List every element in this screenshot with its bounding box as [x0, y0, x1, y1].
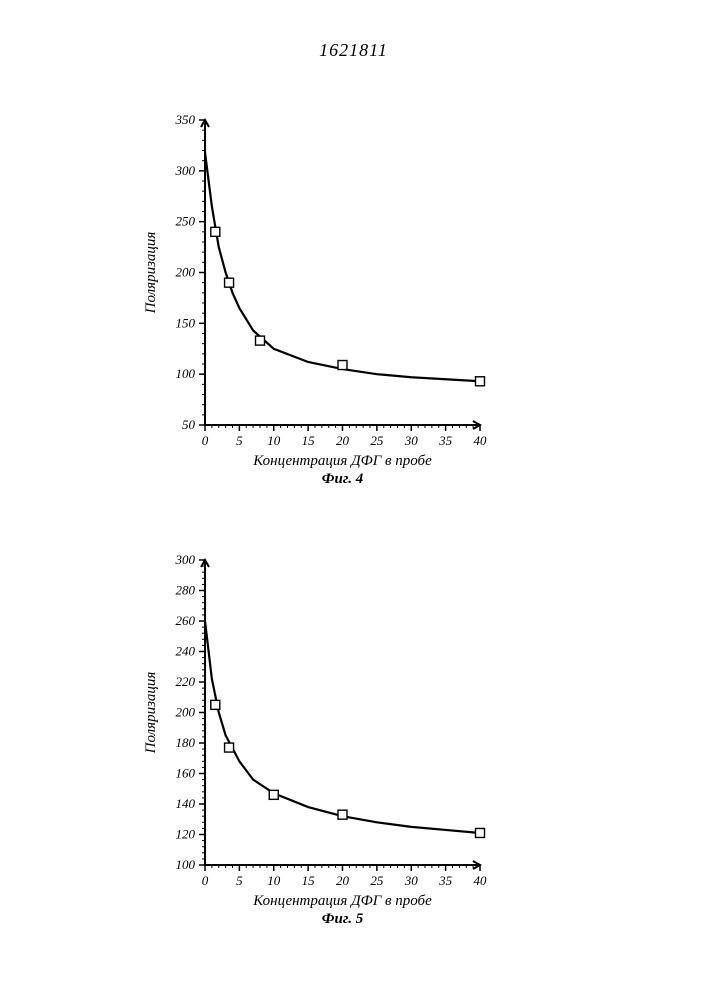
data-point: [476, 377, 485, 386]
page: 1621811 50100150200250300350051015202530…: [0, 0, 707, 1000]
x-tick-label: 0: [202, 873, 209, 888]
y-tick-label: 250: [176, 214, 196, 229]
data-point: [211, 227, 220, 236]
figure-4: 50 100 150 200 250 300 350 0 5 10 15 20 25 30 35 40 Поля…: [135, 105, 495, 495]
y-tick-label: 280: [176, 583, 196, 598]
x-tick-label: 0: [202, 433, 209, 448]
x-tick-label: 15: [302, 873, 316, 888]
y-tick-label: 300: [175, 552, 196, 567]
y-tick-label: 160: [176, 766, 196, 781]
x-tick-label: 35: [438, 873, 453, 888]
x-axis-label: Концентрация ДФГ в пробе: [252, 893, 432, 909]
data-point: [225, 278, 234, 287]
figure-caption: Фиг. 4: [322, 471, 364, 487]
fitted-curve: [205, 621, 480, 833]
fitted-curve: [205, 153, 480, 382]
y-tick-label: 50: [182, 417, 196, 432]
data-point: [338, 361, 347, 370]
x-tick-label: 35: [438, 433, 453, 448]
x-tick-label: 5: [236, 433, 243, 448]
y-tick-label: 120: [176, 827, 196, 842]
x-tick-label: 10: [267, 433, 281, 448]
chart2-svg: 100 120 140 160 180 200 220 240 260 280 300 0 5 10 15 2…: [135, 545, 495, 935]
data-point: [269, 790, 278, 799]
y-tick-label: 200: [176, 265, 196, 280]
x-tick-label: 5: [236, 873, 243, 888]
chart1-svg: 50 100 150 200 250 300 350 0 5 10 15 20 25 30 35 40 Поля…: [135, 105, 495, 495]
y-tick-label: 240: [176, 644, 196, 659]
y-tick-label: 300: [175, 163, 196, 178]
y-tick-label: 180: [176, 735, 196, 750]
x-tick-label: 25: [370, 873, 384, 888]
x-tick-label: 40: [474, 433, 488, 448]
x-tick-label: 20: [336, 433, 350, 448]
x-tick-label: 15: [302, 433, 316, 448]
document-number: 1621811: [0, 40, 707, 61]
x-tick-label: 30: [404, 873, 419, 888]
x-tick-label: 40: [474, 873, 488, 888]
data-point: [256, 336, 265, 345]
y-tick-label: 260: [176, 613, 196, 628]
data-point: [211, 700, 220, 709]
figure-caption: Фиг. 5: [322, 911, 364, 927]
y-tick-label: 100: [176, 857, 196, 872]
data-point: [476, 828, 485, 837]
y-tick-label: 100: [176, 366, 196, 381]
y-axis-label: Поляризация: [143, 232, 159, 315]
x-tick-label: 30: [404, 433, 419, 448]
y-tick-label: 220: [176, 674, 196, 689]
x-tick-label: 10: [267, 873, 281, 888]
y-tick-label: 350: [175, 112, 196, 127]
y-tick-label: 200: [176, 705, 196, 720]
x-axis-label: Концентрация ДФГ в пробе: [252, 453, 432, 469]
data-point: [338, 810, 347, 819]
y-tick-label: 140: [176, 796, 196, 811]
x-tick-label: 25: [370, 433, 384, 448]
figure-5: 100 120 140 160 180 200 220 240 260 280 300 0 5 10 15 2…: [135, 545, 495, 935]
y-tick-label: 150: [176, 315, 196, 330]
y-axis-label: Поляризация: [143, 672, 159, 755]
data-point: [225, 743, 234, 752]
x-tick-label: 20: [336, 873, 350, 888]
